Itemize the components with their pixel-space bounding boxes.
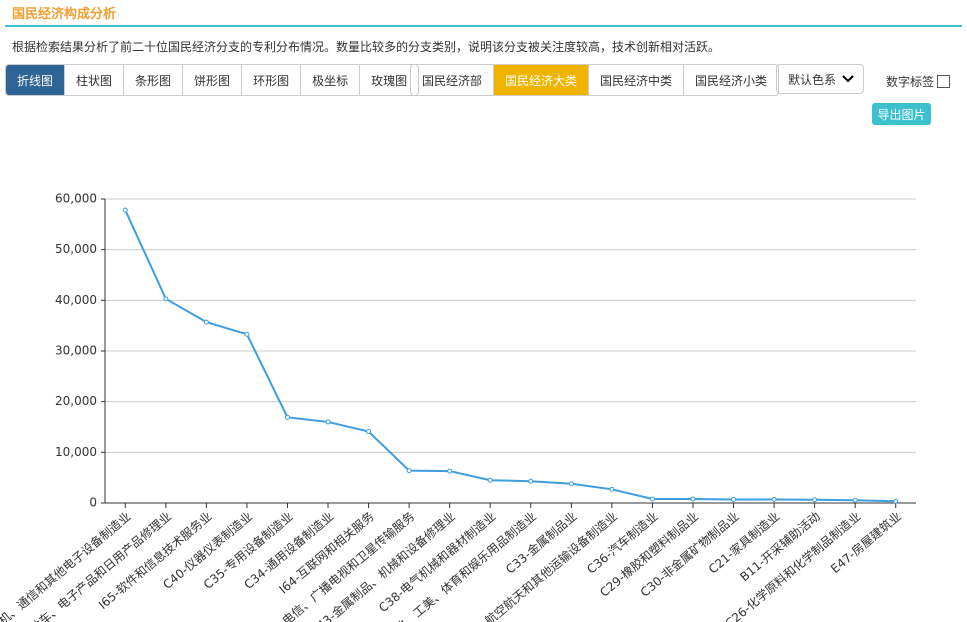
point [325,419,331,425]
point [487,477,493,483]
point [203,319,209,325]
dropdown-label: 默认色系 [788,72,837,87]
export-button[interactable]: 导出图片 [872,103,931,125]
point [528,478,534,484]
y-tick-label: 30,000 [55,344,97,358]
x-tick-label: C33-金属制品业 [502,508,579,576]
toolbar-button[interactable]: 折线图 [6,65,65,95]
y-tick-label: 10,000 [55,445,97,459]
y-tick-label: 0 [89,496,97,510]
point [731,496,737,502]
point [244,331,250,337]
toolbar-button[interactable]: 玫瑰图 [359,65,418,95]
point [284,414,290,420]
point [649,496,655,502]
x-tick-label: C36-汽车制造业 [584,508,661,576]
toolbar-button[interactable]: 极坐标 [300,65,359,95]
toolbar-button[interactable]: 柱状图 [64,65,123,95]
point [812,497,818,503]
point [568,481,574,487]
point [163,296,169,302]
toolbar-button[interactable]: 国民经济部 [422,73,483,88]
y-tick-label: 40,000 [55,293,97,307]
x-tick-label: C21-家具制造业 [705,508,782,576]
point [609,486,615,492]
description: 根据检索结果分析了前二十位国民经济分支的专利分布情况。数量比较多的分支类别，说明… [12,40,721,54]
toolbar-button[interactable]: 国民经济大类 [493,65,589,95]
y-tick-label: 50,000 [55,242,97,256]
point [447,468,453,474]
point [406,468,412,474]
number-label-toggle[interactable]: 数字标签 [886,73,951,90]
point [771,496,777,502]
toolbar-button[interactable]: 国民经济中类 [588,65,683,95]
title-rule [5,25,962,27]
level-group: 国民经济部 国民经济大类 国民经济中类 国民经济小类 [410,64,780,96]
point [893,498,899,504]
checkbox-label: 数字标签 [886,75,935,89]
y-tick-label: 20,000 [55,394,97,408]
chevron [842,75,854,83]
toolbar-button[interactable]: 环形图 [241,65,300,95]
page-title: 国民经济构成分析 [12,7,117,22]
checkbox[interactable] [937,75,951,88]
point [690,496,696,502]
y-tick-label: 60,000 [55,192,97,206]
chart-type-group: 折线图 柱状图 条形图 饼形图 环形图 极坐标 玫瑰图 [5,64,420,96]
toolbar-button[interactable]: 饼形图 [182,65,241,95]
x-tick-label: E47-房屋建筑业 [827,508,903,576]
point [366,429,372,435]
point [122,207,128,213]
toolbar-button[interactable]: 国民经济小类 [683,65,778,95]
color-scheme-dropdown[interactable]: 默认色系 [776,64,864,94]
toolbar-button[interactable]: 条形图 [123,65,182,95]
point [852,497,858,503]
line [124,209,896,503]
